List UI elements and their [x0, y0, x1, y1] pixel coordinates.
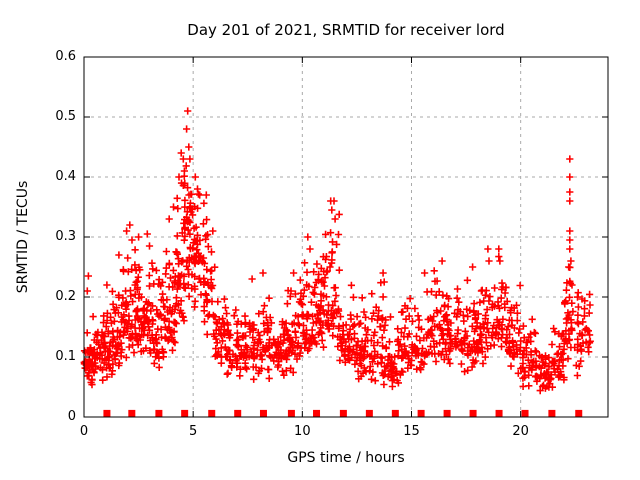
- baseline-square-marker: [234, 409, 242, 417]
- baseline-square-marker: [365, 409, 373, 417]
- baseline-square-marker: [575, 409, 583, 417]
- baseline-square-marker: [417, 409, 425, 417]
- y-tick-label: 0.5: [55, 109, 76, 124]
- x-tick-label: 20: [512, 424, 529, 439]
- x-tick-label: 15: [403, 424, 420, 439]
- baseline-square-marker: [443, 409, 451, 417]
- y-tick-label: 0.3: [55, 229, 76, 244]
- baseline-square-marker: [259, 409, 267, 417]
- baseline-square-marker: [155, 409, 163, 417]
- baseline-square-marker: [287, 409, 295, 417]
- baseline-square-marker: [339, 409, 347, 417]
- baseline-square-marker: [103, 409, 111, 417]
- baseline-square-marker: [313, 409, 321, 417]
- y-tick-label: 0.1: [55, 349, 76, 364]
- baseline-square-marker: [469, 409, 477, 417]
- baseline-square-marker: [391, 409, 399, 417]
- x-tick-label: 0: [79, 424, 89, 439]
- x-tick-label: 10: [294, 424, 311, 439]
- baseline-square-marker: [521, 409, 529, 417]
- baseline-square-marker: [181, 409, 189, 417]
- baseline-square-marker: [208, 409, 216, 417]
- scatter-points: [80, 107, 594, 395]
- chart-title: Day 201 of 2021, SRMTID for receiver lor…: [187, 21, 505, 39]
- y-tick-label: 0.4: [55, 169, 76, 184]
- y-tick-label: 0.6: [55, 49, 76, 64]
- baseline-square-marker: [495, 409, 503, 417]
- x-axis-label: GPS time / hours: [287, 450, 405, 466]
- y-tick-label: 0.2: [55, 289, 76, 304]
- baseline-square-marker: [548, 409, 556, 417]
- baseline-square-marker: [128, 409, 136, 417]
- y-tick-label: 0: [67, 409, 76, 424]
- x-tick-label: 5: [189, 424, 198, 439]
